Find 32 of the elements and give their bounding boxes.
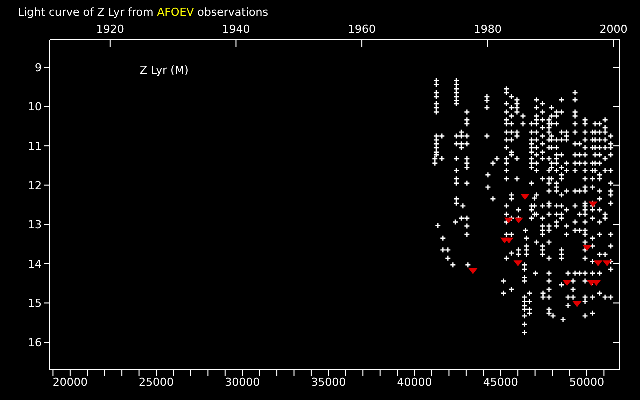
x2-tick-label: 1960 [348,23,376,36]
point [603,260,612,266]
point [594,260,602,266]
y-tick-label: 12 [28,179,42,192]
x-tick-label: 40000 [397,376,432,389]
point [514,218,523,224]
x-tick-label: 50000 [569,376,604,389]
x2-tick-label: 2000 [600,23,628,36]
x2-tick-label: 1940 [222,23,250,36]
point [583,245,592,251]
point [505,238,514,244]
x-tick-label: 35000 [311,376,346,389]
annotation: Z Lyr (M) [140,64,189,77]
chart-title: Light curve of Z Lyr from AFOEV observations [18,6,269,19]
point [514,260,522,266]
x-tick-label: 30000 [225,376,260,389]
x2-tick-label: 1920 [96,23,124,36]
y-tick-label: 10 [28,100,42,114]
point [592,280,601,286]
x2-tick-label: 1980 [474,23,502,36]
x-tick-label: 45000 [483,376,518,389]
y-tick-label: 9 [35,61,42,74]
point [521,194,530,200]
x-tick-label: 25000 [139,376,174,389]
x-tick-label: 20000 [52,376,88,389]
point [563,280,572,286]
y-tick-label: 14 [28,258,42,271]
y-tick-label: 11 [28,140,42,153]
y-tick-label: 13 [28,218,42,232]
y-tick-label: 16 [28,336,42,350]
y-tick-label: 15 [28,297,42,310]
point [504,218,513,224]
